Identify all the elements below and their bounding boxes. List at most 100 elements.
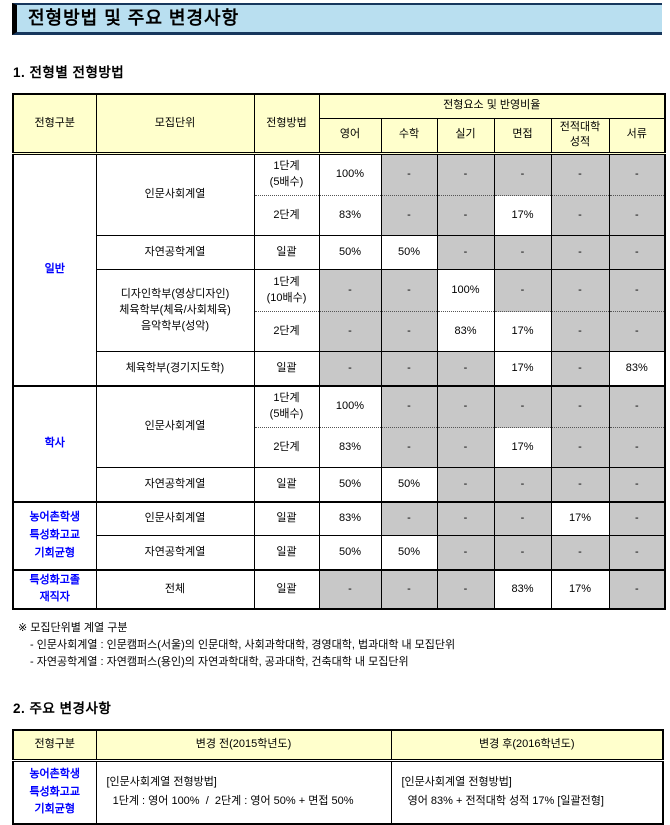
- ratio-cell: -: [608, 384, 666, 429]
- ratio-cell: -: [550, 269, 610, 313]
- ratio-cell: -: [436, 235, 495, 271]
- ratio-cell: -: [608, 311, 666, 353]
- ratio-cell: -: [608, 568, 666, 610]
- ratio-cell: -: [380, 195, 438, 237]
- ratio-cell: -: [436, 500, 495, 537]
- ratio-cell: -: [436, 351, 495, 387]
- ratio-cell: -: [380, 269, 438, 313]
- method-cell: 2단계: [253, 311, 320, 353]
- ratio-cell: -: [608, 500, 666, 537]
- document-page: { "title": "전형방법 및 주요 변경사항", "colors": {…: [0, 3, 670, 825]
- group-cell-rural-special-equal: 농어촌학생 특성화고교 기회균형: [12, 759, 97, 825]
- ratio-cell: 100%: [436, 269, 495, 313]
- ratio-cell: -: [608, 195, 666, 237]
- ratio-cell: -: [493, 467, 552, 503]
- unit-cell: 체육학부(경기지도학): [95, 351, 255, 387]
- section-2-heading: 2. 주요 변경사항: [13, 701, 112, 717]
- ratio-cell: -: [436, 568, 495, 610]
- footnote-line: - 인문사회계열 : 인문캠퍼스(서울)의 인문대학, 사회과학대학, 경영대학…: [30, 639, 456, 652]
- ratio-cell: -: [608, 153, 666, 197]
- ratio-cell: -: [318, 568, 382, 610]
- header-english: 영어: [318, 117, 382, 156]
- footnote-line: - 자연공학계열 : 자연캠퍼스(용인)의 자연과학대학, 공과대학, 건축대학…: [30, 656, 409, 669]
- unit-cell: 인문사회계열: [95, 153, 255, 237]
- header-before-change: 변경 전(2015학년도): [95, 729, 392, 762]
- method-cell: 1단계 (5배수): [253, 153, 320, 197]
- ratio-cell: -: [550, 384, 610, 429]
- after-change-cell: [인문사회계열 전형방법] 영어 83% + 전적대학 성적 17% [일괄전형…: [390, 759, 664, 825]
- header-math: 수학: [380, 117, 438, 156]
- ratio-cell: 17%: [550, 568, 610, 610]
- header-after-change: 변경 후(2016학년도): [390, 729, 664, 762]
- ratio-cell: 100%: [318, 153, 382, 197]
- method-cell: 일괄: [253, 568, 320, 610]
- ratio-cell: -: [493, 153, 552, 197]
- footnote-title: ※ 모집단위별 계열 구분: [18, 622, 128, 635]
- ratio-cell: 50%: [318, 535, 382, 571]
- ratio-cell: -: [436, 384, 495, 429]
- method-cell: 1단계 (5배수): [253, 384, 320, 429]
- ratio-cell: -: [318, 269, 382, 313]
- method-cell: 2단계: [253, 427, 320, 469]
- major-changes-table: 전형구분 변경 전(2015학년도) 변경 후(2016학년도) 농어촌학생 특…: [12, 729, 664, 825]
- unit-cell: 디자인학부(영상디자인) 체육학부(체육/사회체육) 음악학부(성악): [95, 269, 255, 353]
- ratio-cell: -: [493, 235, 552, 271]
- ratio-cell: 50%: [380, 235, 438, 271]
- page-title: 전형방법 및 주요 변경사항: [12, 3, 662, 35]
- ratio-cell: 50%: [318, 235, 382, 271]
- admission-methods-table: 전형구분 모집단위 전형방법 전형요소 및 반영비율 영어 수학 실기 면접 전…: [12, 93, 667, 611]
- ratio-cell: -: [436, 467, 495, 503]
- ratio-cell: -: [608, 467, 666, 503]
- unit-cell: 인문사회계열: [95, 500, 255, 537]
- ratio-cell: -: [380, 568, 438, 610]
- ratio-cell: 83%: [318, 500, 382, 537]
- ratio-cell: -: [380, 311, 438, 353]
- ratio-cell: 17%: [493, 311, 552, 353]
- method-cell: 일괄: [253, 500, 320, 537]
- footnote: ※ 모집단위별 계열 구분 - 인문사회계열 : 인문캠퍼스(서울)의 인문대학…: [18, 620, 670, 671]
- header-prev-univ-grade: 전적대학 성적: [550, 117, 610, 156]
- group-cell-vocational-employed: 특성화고졸 재직자: [12, 568, 97, 610]
- ratio-cell: -: [436, 153, 495, 197]
- ratio-cell: 17%: [493, 351, 552, 387]
- method-cell: 2단계: [253, 195, 320, 237]
- ratio-cell: 50%: [380, 535, 438, 571]
- group-cell-general: 일반: [12, 153, 97, 387]
- ratio-cell: -: [380, 153, 438, 197]
- ratio-cell: -: [318, 311, 382, 353]
- ratio-cell: -: [380, 427, 438, 469]
- ratio-cell: 83%: [608, 351, 666, 387]
- ratio-cell: -: [550, 467, 610, 503]
- ratio-cell: -: [436, 427, 495, 469]
- ratio-cell: 17%: [493, 195, 552, 237]
- before-change-cell: [인문사회계열 전형방법] 1단계 : 영어 100% / 2단계 : 영어 5…: [95, 759, 392, 825]
- ratio-cell: -: [608, 235, 666, 271]
- header-admission-type: 전형구분: [12, 729, 97, 762]
- ratio-cell: -: [608, 427, 666, 469]
- header-method: 전형방법: [253, 93, 320, 156]
- ratio-cell: 83%: [436, 311, 495, 353]
- method-cell: 1단계 (10배수): [253, 269, 320, 313]
- ratio-cell: -: [493, 535, 552, 571]
- ratio-cell: 83%: [493, 568, 552, 610]
- header-admission-type: 전형구분: [12, 93, 97, 156]
- ratio-cell: -: [608, 269, 666, 313]
- ratio-cell: -: [436, 195, 495, 237]
- ratio-cell: -: [436, 535, 495, 571]
- ratio-cell: 17%: [493, 427, 552, 469]
- unit-cell: 자연공학계열: [95, 467, 255, 503]
- header-documents: 서류: [608, 117, 666, 156]
- header-interview: 면접: [493, 117, 552, 156]
- ratio-cell: -: [380, 351, 438, 387]
- header-ratio-group: 전형요소 및 반영비율: [318, 93, 666, 119]
- ratio-cell: -: [550, 235, 610, 271]
- ratio-cell: -: [550, 153, 610, 197]
- header-practical: 실기: [436, 117, 495, 156]
- unit-cell: 자연공학계열: [95, 535, 255, 571]
- method-cell: 일괄: [253, 351, 320, 387]
- ratio-cell: -: [608, 535, 666, 571]
- ratio-cell: -: [493, 384, 552, 429]
- ratio-cell: -: [380, 384, 438, 429]
- ratio-cell: -: [493, 500, 552, 537]
- ratio-cell: -: [380, 500, 438, 537]
